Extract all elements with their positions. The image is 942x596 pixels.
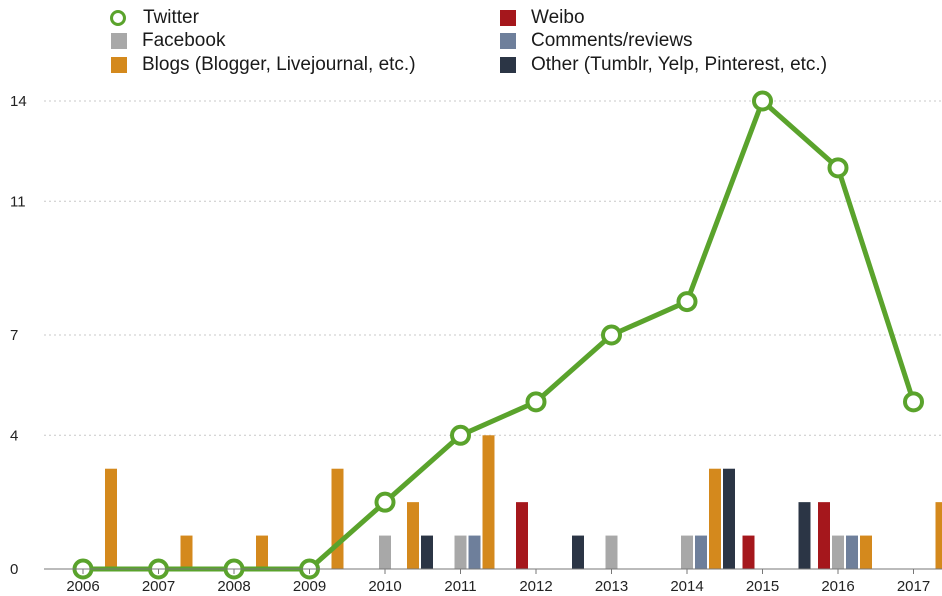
twitter-point-2011[interactable] <box>450 424 471 446</box>
y-tick-label: 7 <box>10 327 18 344</box>
legend-left: Twitter Facebook Blogs (Blogger, Livejou… <box>110 6 416 77</box>
legend-label-blogs: Blogs (Blogger, Livejournal, etc.) <box>142 53 416 75</box>
bar-other-2014[interactable] <box>723 468 735 569</box>
x-tick-label: 2013 <box>595 578 628 595</box>
x-tick-label: 2008 <box>217 578 250 595</box>
legend-label-facebook: Facebook <box>142 30 226 52</box>
bar-other-2015[interactable] <box>798 502 811 569</box>
legend-item-twitter[interactable]: Twitter <box>110 6 416 30</box>
bar-commentsreviews-2014[interactable] <box>695 535 707 569</box>
bar-facebook-2014[interactable] <box>681 535 693 569</box>
twitter-line-marker-icon <box>110 9 126 26</box>
y-tick-label: 14 <box>10 93 27 110</box>
legend-label-comments: Comments/reviews <box>531 30 693 52</box>
bar-facebook-2011[interactable] <box>454 535 467 569</box>
x-tick-label: 2017 <box>897 578 930 595</box>
bar-blogs-2017[interactable] <box>935 502 942 569</box>
x-tick-label: 2016 <box>821 578 854 595</box>
bars <box>105 435 942 569</box>
legend-item-comments[interactable]: Comments/reviews <box>500 30 827 54</box>
bar-blogs-2006[interactable] <box>105 468 117 569</box>
legend-item-facebook[interactable]: Facebook <box>111 30 416 54</box>
x-tick-label: 2012 <box>519 578 552 595</box>
x-tick-label: 2014 <box>670 578 703 595</box>
twitter-line-path <box>83 98 916 572</box>
facebook-swatch-icon <box>111 33 127 50</box>
x-tick-label: 2011 <box>444 578 476 595</box>
bar-blogs-2007[interactable] <box>180 535 193 569</box>
x-tick-label: 2009 <box>293 578 326 595</box>
twitter-point-2016[interactable] <box>827 157 849 179</box>
twitter-point-2013[interactable] <box>601 324 622 346</box>
bar-blogs-2010[interactable] <box>407 502 419 569</box>
bar-other-2012[interactable] <box>572 535 584 569</box>
x-tick-label: 2015 <box>746 578 779 595</box>
bar-facebook-2013[interactable] <box>605 535 618 569</box>
blogs-swatch-icon <box>111 56 127 73</box>
bar-commentsreviews-2011[interactable] <box>468 535 481 569</box>
twitter-point-2017[interactable] <box>903 391 924 413</box>
bar-facebook-2016[interactable] <box>832 535 844 569</box>
other-swatch-icon <box>500 56 516 73</box>
legend-right: Weibo Comments/reviews Other (Tumblr, Ye… <box>500 6 827 77</box>
gridlines <box>44 100 942 436</box>
y-tick-label: 11 <box>10 193 26 210</box>
bar-blogs-2009[interactable] <box>331 468 344 569</box>
bar-commentsreviews-2016[interactable] <box>846 535 858 569</box>
bar-other-2010[interactable] <box>421 535 433 569</box>
bar-blogs-2014[interactable] <box>709 468 721 569</box>
y-tick-label: 4 <box>10 427 18 444</box>
weibo-swatch-icon <box>500 9 516 26</box>
legend-item-other[interactable]: Other (Tumblr, Yelp, Pinterest, etc.) <box>500 53 827 77</box>
bar-weibo-2016[interactable] <box>818 502 830 569</box>
legend-item-weibo[interactable]: Weibo <box>500 6 827 30</box>
x-axis: 2006 2007 2008 2009 2010 2011 2012 2013 2014 2015… <box>44 568 942 595</box>
y-axis: 0 4 7 11 14 <box>10 93 27 578</box>
bar-weibo-2015[interactable] <box>742 535 755 569</box>
x-tick-label: 2006 <box>66 578 99 595</box>
comments-swatch-icon <box>500 33 516 50</box>
twitter-point-2012[interactable] <box>525 391 547 413</box>
bar-blogs-2008[interactable] <box>256 535 268 569</box>
y-tick-label: 0 <box>10 561 18 578</box>
legend-label-twitter: Twitter <box>143 6 199 28</box>
legend-item-blogs[interactable]: Blogs (Blogger, Livejournal, etc.) <box>111 53 416 77</box>
bar-blogs-2016[interactable] <box>860 535 872 569</box>
twitter-point-2014[interactable] <box>676 291 698 313</box>
bar-weibo-2012[interactable] <box>516 502 528 569</box>
x-tick-label: 2007 <box>142 578 175 595</box>
bar-blogs-2011[interactable] <box>482 435 495 569</box>
bar-facebook-2010[interactable] <box>379 535 391 569</box>
x-tick-label: 2010 <box>368 578 401 595</box>
twitter-point-2015[interactable] <box>752 90 773 112</box>
twitter-point-2010[interactable] <box>374 491 396 513</box>
legend-label-other: Other (Tumblr, Yelp, Pinterest, etc.) <box>531 53 828 75</box>
legend-label-weibo: Weibo <box>531 6 585 28</box>
